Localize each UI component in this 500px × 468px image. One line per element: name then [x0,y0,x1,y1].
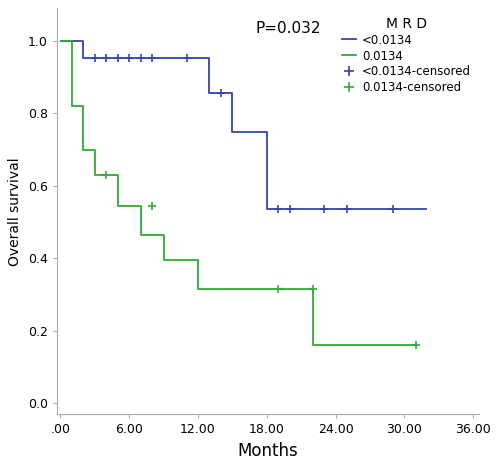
Y-axis label: Overall survival: Overall survival [8,157,22,265]
Legend: <0.0134, 0.0134, <0.0134-censored, 0.0134-censored: <0.0134, 0.0134, <0.0134-censored, 0.013… [340,14,473,97]
Text: P=0.032: P=0.032 [256,21,321,36]
X-axis label: Months: Months [238,442,298,460]
